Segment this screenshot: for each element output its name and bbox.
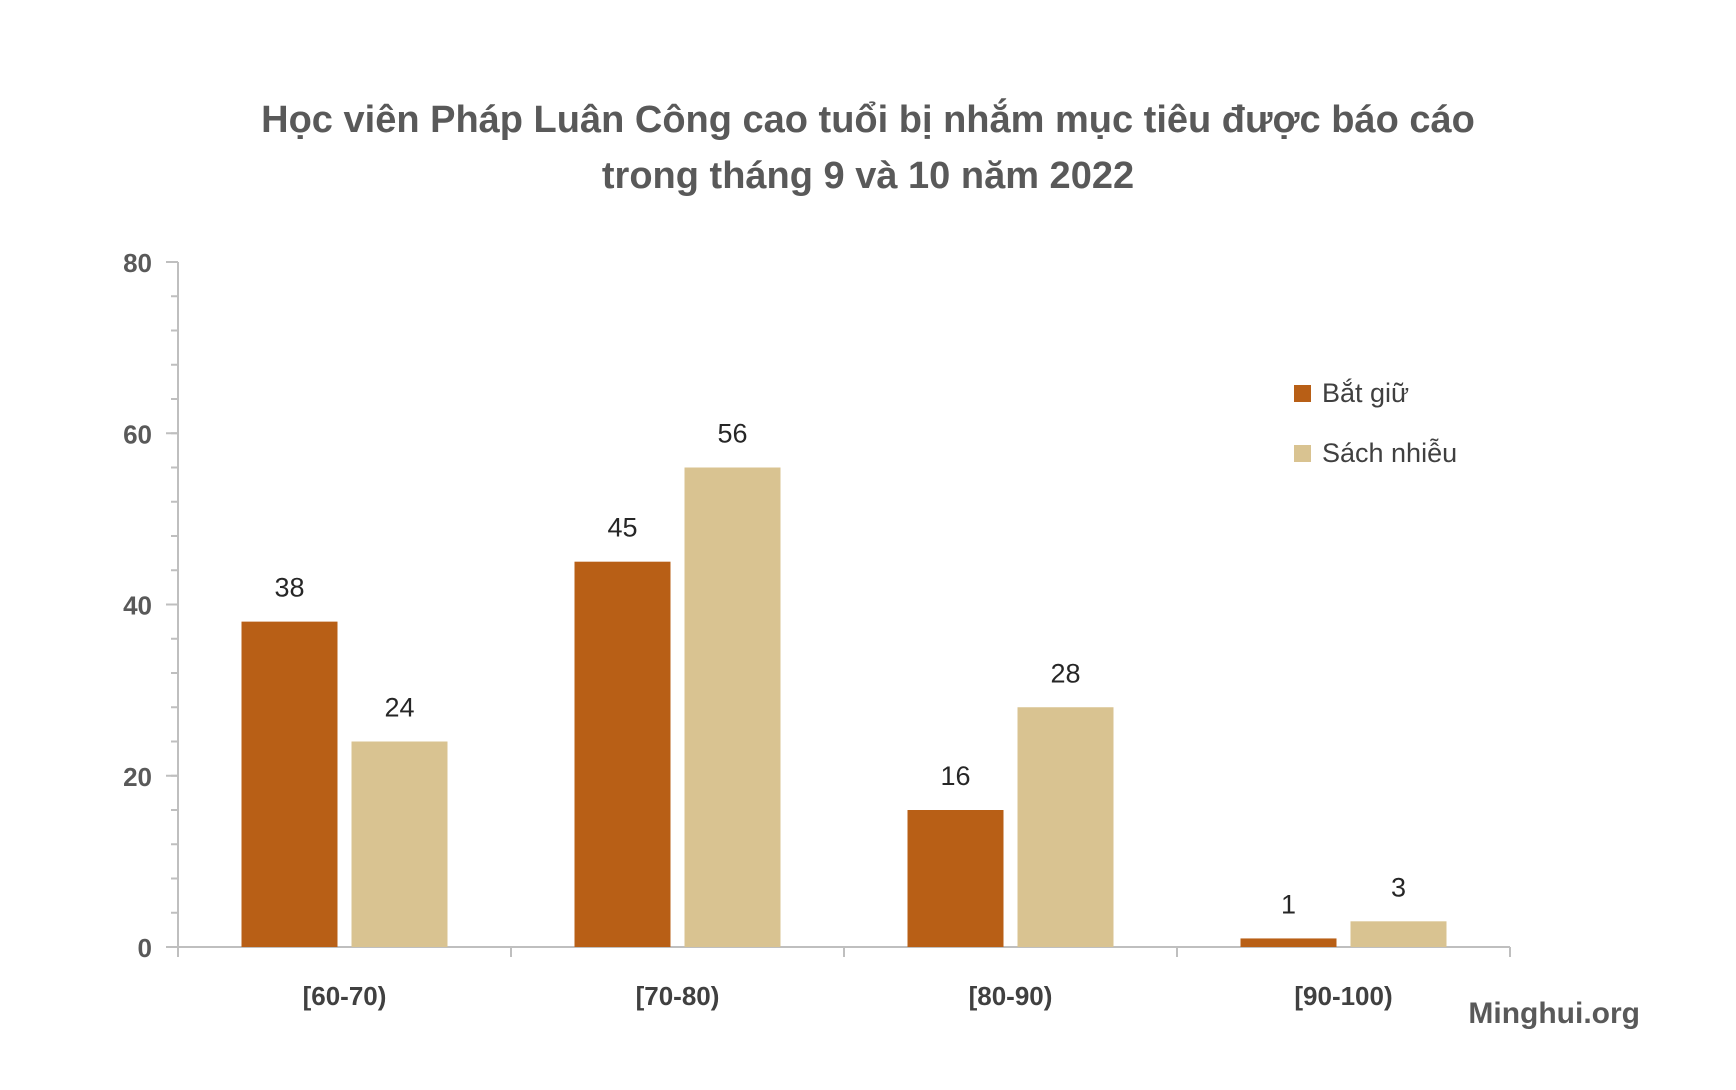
- data-label: 24: [384, 693, 414, 723]
- y-tick-label: 0: [138, 933, 152, 963]
- y-tick-label: 20: [123, 762, 152, 792]
- bar: [241, 621, 338, 947]
- y-tick-label: 40: [123, 591, 152, 621]
- data-label: 28: [1050, 658, 1080, 688]
- legend: Bắt giữ Sách nhiễu: [1294, 377, 1457, 468]
- x-tick-label: [90-100): [1294, 981, 1392, 1011]
- bars: [241, 467, 1447, 947]
- bar: [1350, 921, 1447, 947]
- x-tick-label: [80-90): [969, 981, 1053, 1011]
- chart-title-line-1: Học viên Pháp Luân Công cao tuổi bị nhắm…: [261, 99, 1475, 141]
- bar: [574, 561, 671, 947]
- chart-title-line-2: trong tháng 9 và 10 năm 2022: [601, 155, 1135, 197]
- data-label: 38: [274, 573, 304, 603]
- data-label: 1: [1281, 889, 1296, 919]
- y-tick-label: 80: [123, 248, 152, 278]
- x-tick-label: [60-70): [303, 981, 387, 1011]
- legend-label: Sách nhiễu: [1322, 437, 1457, 468]
- x-tick-label: [70-80): [636, 981, 720, 1011]
- data-label: 56: [717, 419, 747, 449]
- y-tick-label: 60: [123, 419, 152, 449]
- legend-swatch: [1294, 385, 1311, 402]
- source-label: Minghui.org: [1468, 997, 1640, 1030]
- data-label: 45: [607, 513, 637, 543]
- bar: [684, 467, 781, 947]
- bar: [351, 741, 448, 947]
- data-labels: 38 24 45 56 16 28 1 3: [274, 419, 1406, 920]
- chart-title: Học viên Pháp Luân Công cao tuổi bị nhắm…: [0, 92, 1736, 204]
- legend-label: Bắt giữ: [1322, 377, 1409, 408]
- data-label: 3: [1391, 872, 1406, 902]
- data-label: 16: [940, 761, 970, 791]
- bar: [1240, 938, 1337, 947]
- legend-swatch: [1294, 445, 1311, 462]
- bar: [1017, 707, 1114, 947]
- bar: [907, 810, 1004, 947]
